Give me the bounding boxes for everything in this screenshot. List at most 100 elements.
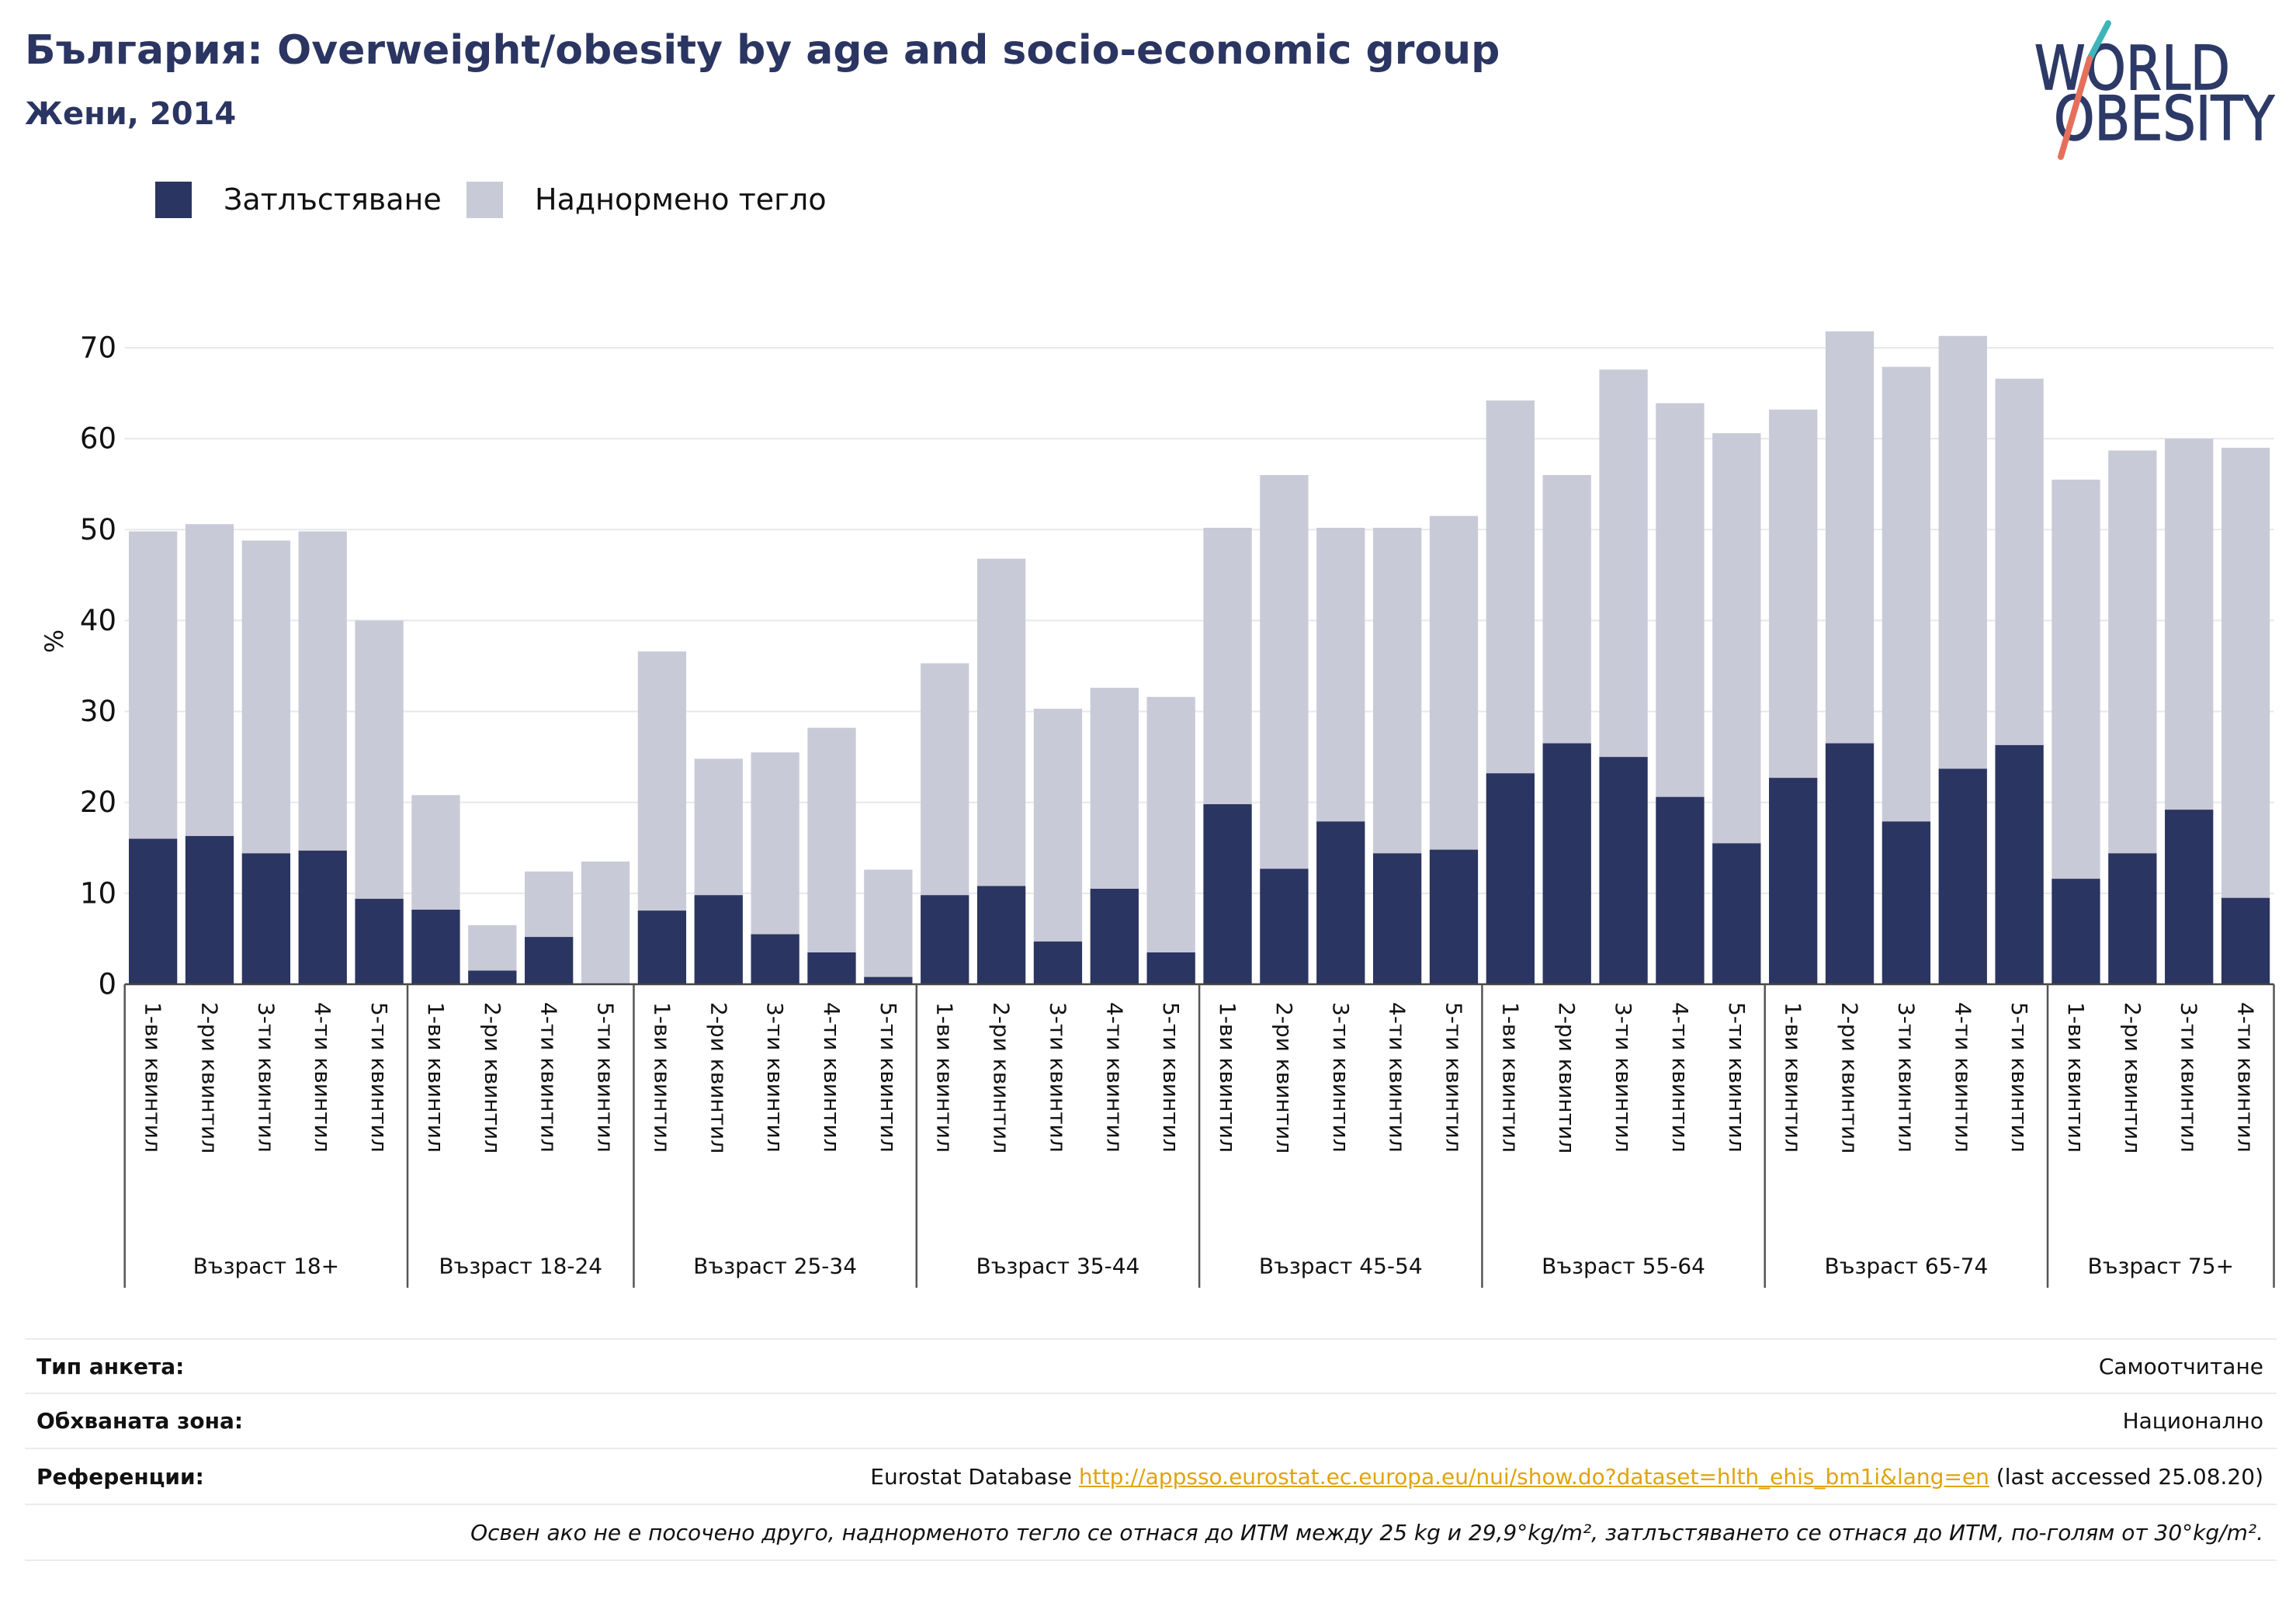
- y-tick-label: 20: [80, 786, 116, 819]
- x-tick-label: 1-ви квинтил: [1215, 1002, 1240, 1153]
- bar-obesity: [1882, 821, 1931, 984]
- logo-slash-teal: [2086, 20, 2111, 62]
- bar-overweight: [864, 869, 913, 977]
- x-axis-tick-labels: 1-ви квинтил 2-ри квинтил 3-ти квинтил 4-ти…: [140, 1002, 2259, 1153]
- bar-overweight: [2221, 447, 2270, 898]
- x-tick-label: 4-ти квинтил: [2233, 1002, 2259, 1153]
- bar-obesity: [807, 952, 856, 984]
- y-tick-label: 70: [80, 331, 116, 365]
- x-tick-label: 1-ви квинтил: [1497, 1002, 1523, 1153]
- bar-obesity: [525, 937, 574, 984]
- chart-title: България: Overweight/obesity by age and …: [25, 27, 1500, 74]
- x-tick-label: 2-ри квинтил: [1554, 1002, 1580, 1153]
- bar-obesity: [355, 898, 404, 984]
- bar-overweight: [2108, 450, 2157, 854]
- x-tick-label: 1-ви квинтил: [140, 1002, 166, 1153]
- legend-item-obesity: Затлъстяване: [155, 182, 442, 218]
- bar-obesity: [751, 934, 799, 984]
- bar-obesity: [921, 895, 969, 984]
- y-tick-label: 0: [98, 968, 116, 1001]
- bar-obesity: [1825, 743, 1875, 984]
- y-axis-label: %: [40, 630, 69, 653]
- bar-obesity: [1542, 743, 1591, 984]
- x-tick-label: 2-ри квинтил: [989, 1002, 1014, 1153]
- bar-obesity: [1260, 869, 1309, 984]
- x-tick-label: 1-ви квинтил: [2063, 1002, 2089, 1153]
- bar-overweight: [2051, 479, 2100, 879]
- footer-label: Тип анкета:: [36, 1353, 185, 1379]
- y-tick-label: 40: [80, 604, 116, 637]
- x-tick-label: 2-ри квинтил: [480, 1002, 505, 1153]
- bar-overweight: [1372, 527, 1422, 854]
- x-tick-label: 1-ви квинтил: [649, 1002, 675, 1153]
- group-label: Възраст 45-54: [1259, 1254, 1423, 1279]
- bar-obesity: [2108, 853, 2157, 984]
- group-label: Възраст 25-34: [693, 1254, 857, 1279]
- footer-row-survey-type: Тип анкета: Самоотчитане: [25, 1338, 2277, 1393]
- x-tick-label: 4-ти квинтил: [1385, 1002, 1410, 1153]
- bar-obesity: [976, 886, 1026, 984]
- group-label: Възраст 55-64: [1542, 1254, 1705, 1279]
- footer-label: Обхваната зона:: [36, 1408, 244, 1434]
- bar-overweight: [1260, 475, 1309, 869]
- x-tick-label: 5-ти квинтил: [1441, 1002, 1466, 1153]
- bar-overweight: [921, 663, 969, 896]
- bar-overweight: [1316, 527, 1365, 822]
- footer-value: Самоотчитане: [2098, 1353, 2263, 1379]
- legend-label-obesity: Затлъстяване: [224, 182, 442, 217]
- bar-overweight: [1146, 696, 1195, 952]
- bar-overweight: [1656, 403, 1705, 797]
- bar-obesity: [1995, 744, 2044, 984]
- y-tick-label: 10: [80, 876, 116, 910]
- bar-overweight: [694, 758, 743, 896]
- legend-item-overweight: Наднормено тегло: [466, 182, 827, 218]
- y-tick-label: 50: [80, 513, 116, 546]
- bar-obesity: [637, 910, 687, 984]
- bar-obesity: [2165, 810, 2214, 984]
- bar-overweight: [241, 540, 291, 854]
- x-tick-label: 4-ти квинтил: [1950, 1002, 1975, 1153]
- footer-row-note: Освен ако не е посочено друго, наднормен…: [25, 1504, 2277, 1561]
- y-axis-tick-labels: 0 10 20 30 40 50 60 70: [80, 331, 116, 1001]
- group-labels: Възраст 18+ Възраст 18-24 Възраст 25-34 Въз…: [193, 1254, 2234, 1279]
- bar-obesity: [1486, 773, 1535, 984]
- footer-row-coverage: Обхваната зона: Национално: [25, 1393, 2277, 1448]
- bar-overweight: [1825, 331, 1875, 744]
- group-label: Възраст 18-24: [439, 1254, 602, 1279]
- bar-overweight: [525, 871, 574, 938]
- x-tick-label: 3-ти квинтил: [1045, 1002, 1070, 1153]
- logo-line-2: OBESITY: [2054, 85, 2274, 154]
- bar-obesity: [298, 850, 347, 984]
- x-tick-label: 4-ти квинтил: [1101, 1002, 1127, 1153]
- bar-obesity: [1938, 768, 1987, 984]
- bar-obesity: [1203, 804, 1252, 984]
- bar-overweight: [1486, 400, 1535, 774]
- x-tick-label: 5-ти квинтил: [2006, 1002, 2032, 1153]
- bar-obesity: [864, 976, 913, 984]
- x-tick-label: 1-ви квинтил: [932, 1002, 958, 1153]
- legend-swatch-obesity: [155, 182, 192, 218]
- x-tick-label: 5-ти квинтил: [366, 1002, 392, 1153]
- bar-obesity: [694, 895, 743, 984]
- x-tick-label: 5-ти квинтил: [1724, 1002, 1750, 1153]
- bar-overweight: [751, 752, 799, 935]
- stacked-bar-chart: 0 10 20 30 40 50 60 70 1-ви квинтил 2-ри квинтил…: [40, 331, 2275, 1288]
- bar-overweight: [1203, 527, 1252, 805]
- bar-overweight: [1938, 335, 1987, 769]
- legend-label-overweight: Наднормено тегло: [535, 182, 827, 217]
- y-tick-label: 60: [80, 422, 116, 456]
- reference-text: Eurostat Database http://appsso.eurostat…: [870, 1464, 2263, 1490]
- bar-overweight: [1882, 366, 1931, 822]
- reference-accessed: (last accessed 25.08.20): [1996, 1463, 2263, 1490]
- x-tick-label: 4-ти квинтил: [819, 1002, 845, 1153]
- x-tick-label: 2-ри квинтил: [1837, 1002, 1863, 1153]
- reference-link[interactable]: http://appsso.eurostat.ec.europa.eu/nui/…: [1078, 1463, 1989, 1490]
- x-tick-label: 4-ти квинтил: [310, 1002, 335, 1153]
- bar-overweight: [1769, 409, 1818, 779]
- x-tick-label: 3-ти квинтил: [762, 1002, 788, 1153]
- x-tick-label: 4-ти квинтил: [1667, 1002, 1693, 1153]
- bar-overweight: [581, 861, 630, 984]
- bars: [128, 331, 2270, 984]
- bar-obesity: [1769, 778, 1818, 984]
- bar-obesity: [2221, 897, 2270, 984]
